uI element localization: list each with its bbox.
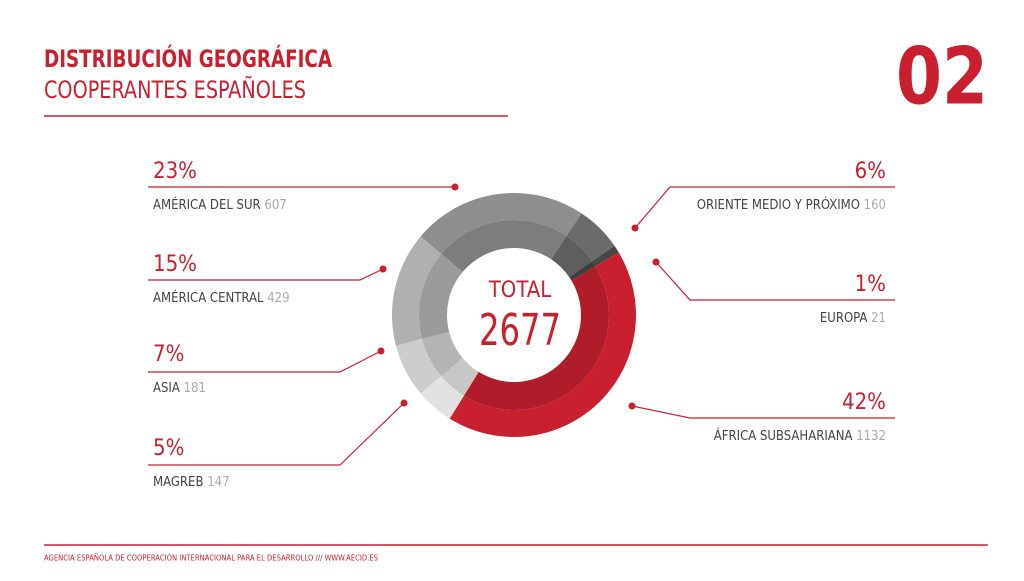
slice-inner — [551, 235, 593, 278]
category-count: 21 — [871, 311, 886, 326]
leader-line — [655, 261, 895, 301]
percent-label: 7% — [153, 342, 184, 367]
slice-inner — [569, 261, 596, 281]
leader-line — [631, 405, 895, 419]
labels: 23% AMÉRICA DEL SUR 607 6% ORIENTE MEDIO Y … — [148, 159, 895, 490]
leader-line — [148, 268, 384, 281]
leader-dot — [451, 183, 459, 191]
footer: AGENCIA ESPAÑOLA DE COOPERACIÓN INTERNAC… — [44, 552, 378, 563]
slice-outer — [566, 213, 615, 262]
leader-dot — [652, 258, 660, 266]
category-label: AMÉRICA CENTRAL 429 — [153, 290, 290, 306]
leader-dot — [400, 399, 408, 407]
leader-dot — [379, 265, 387, 273]
category-name: AMÉRICA DEL SUR — [153, 197, 261, 213]
subtitle: COOPERANTES ESPAÑOLES — [44, 74, 306, 104]
leader-line — [634, 186, 895, 229]
slice-outer — [395, 338, 442, 394]
slice-inner — [419, 253, 463, 339]
leader-dot — [628, 402, 636, 410]
category-count: 160 — [864, 198, 886, 213]
category-label: MAGREB 147 — [153, 475, 230, 490]
category-label: ASIA 181 — [153, 381, 206, 396]
category-name: ORIENTE MEDIO Y PRÓXIMO — [697, 197, 860, 213]
leader-dot — [377, 347, 385, 355]
slice-outer — [592, 245, 619, 267]
slice-outer — [449, 252, 636, 437]
title: DISTRIBUCIÓN GEOGRÁFICA — [44, 43, 332, 73]
category-name: MAGREB — [153, 475, 203, 490]
percent-label: 23% — [153, 159, 197, 184]
slice-inner — [441, 219, 567, 272]
percent-label: 42% — [842, 390, 886, 415]
category-count: 607 — [264, 198, 286, 213]
category-label: AMÉRICA DEL SUR 607 — [153, 197, 287, 213]
percent-label: 5% — [153, 436, 184, 461]
percent-label: 15% — [153, 252, 197, 277]
category-name: ÁFRICA SUBSAHARIANA — [714, 428, 853, 444]
category-count: 429 — [267, 291, 289, 306]
category-count: 147 — [207, 475, 229, 490]
percent-label: 1% — [855, 272, 886, 297]
category-label: ORIENTE MEDIO Y PRÓXIMO 160 — [697, 197, 886, 213]
category-count: 181 — [184, 381, 206, 396]
slice-outer — [392, 236, 442, 346]
donut — [392, 193, 636, 437]
leader-line — [148, 402, 405, 466]
slice-inner — [441, 358, 479, 396]
category-count: 1132 — [856, 429, 886, 444]
category-name: AMÉRICA CENTRAL — [153, 290, 264, 306]
category-label: ÁFRICA SUBSAHARIANA 1132 — [714, 428, 886, 444]
slice-outer — [420, 193, 582, 254]
total-value: 2677 — [479, 305, 561, 356]
category-name: EUROPA — [820, 311, 868, 326]
category-name: ASIA — [153, 381, 180, 396]
slice-inner — [463, 266, 609, 411]
slice-outer — [420, 376, 464, 419]
page-number: 02 — [896, 32, 988, 122]
percent-label: 6% — [855, 159, 886, 184]
leader-line — [148, 350, 382, 373]
total-label: TOTAL — [488, 278, 552, 303]
slice-inner — [422, 331, 463, 377]
leader-dot — [631, 224, 639, 232]
category-label: EUROPA 21 — [820, 311, 886, 326]
